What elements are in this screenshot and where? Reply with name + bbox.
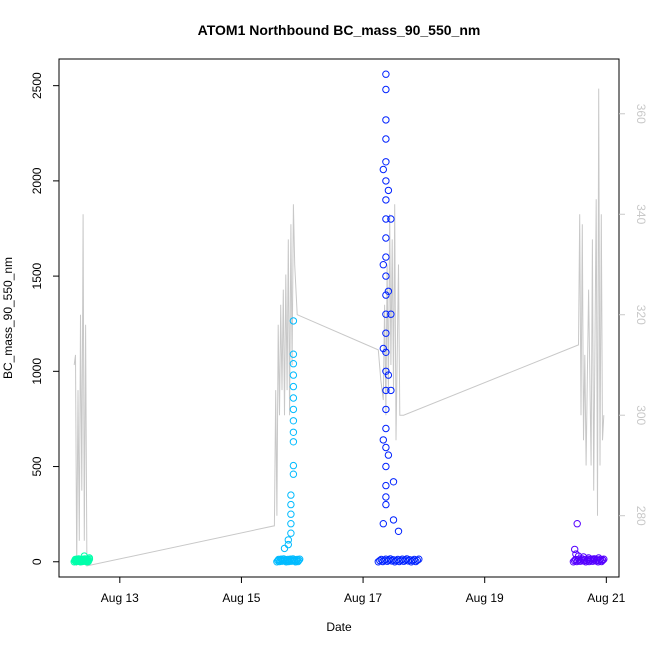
data-point	[574, 552, 583, 560]
data-point	[382, 291, 390, 299]
data-point	[415, 555, 423, 563]
plot-frame	[58, 58, 620, 578]
data-point	[287, 510, 295, 518]
data-point	[382, 462, 390, 471]
data-point	[287, 491, 295, 499]
data-point	[382, 158, 390, 166]
data-point	[287, 520, 295, 528]
data-point	[289, 461, 298, 470]
data-point	[384, 186, 393, 195]
y2-tick-label: 320	[634, 305, 648, 325]
y-tick-label: 0	[30, 558, 44, 565]
data-point	[590, 555, 598, 563]
data-point	[382, 367, 390, 375]
data-point	[280, 544, 289, 553]
data-point	[379, 165, 387, 174]
data-point	[387, 386, 395, 395]
plot-area	[70, 70, 608, 567]
data-point	[296, 555, 304, 563]
data-point	[595, 554, 603, 562]
data-point	[573, 520, 581, 528]
data-point	[384, 371, 393, 379]
data-point	[289, 394, 298, 402]
x-tick-label: Aug 19	[466, 591, 504, 605]
y2-tick-label: 340	[634, 204, 648, 224]
y-axis-label: BC_mass_90_550_nm	[1, 257, 15, 379]
data-point	[294, 557, 302, 566]
data-point	[382, 253, 390, 261]
data-point	[579, 553, 588, 561]
y2-tick-label: 360	[634, 104, 648, 124]
data-point	[382, 177, 390, 185]
data-point	[382, 481, 390, 490]
y-tick-label: 2500	[30, 72, 44, 99]
data-point	[289, 470, 298, 478]
data-point	[382, 405, 390, 414]
data-point	[382, 215, 390, 223]
data-point	[584, 554, 593, 562]
data-point	[379, 261, 387, 269]
data-point	[394, 527, 403, 535]
y2-tick-label: 280	[634, 506, 648, 526]
data-point	[382, 329, 390, 337]
data-point	[382, 310, 390, 318]
data-point	[382, 70, 390, 78]
data-point	[571, 545, 579, 554]
data-point	[287, 500, 295, 509]
data-point	[389, 516, 398, 524]
data-point	[410, 555, 418, 564]
data-point	[598, 556, 607, 564]
y-tick-label: 2000	[30, 167, 44, 194]
data-point	[389, 478, 398, 486]
data-point	[382, 493, 390, 501]
data-point	[85, 554, 94, 562]
x-tick-label: Aug 13	[101, 591, 139, 605]
data-point	[382, 196, 390, 204]
data-point	[295, 556, 303, 564]
data-point	[289, 405, 298, 414]
data-point	[382, 424, 390, 433]
data-point	[289, 317, 298, 325]
data-point	[382, 135, 390, 143]
data-point	[379, 436, 387, 444]
x-tick-label: Aug 15	[222, 591, 260, 605]
data-point	[289, 417, 298, 425]
data-point	[413, 556, 421, 564]
y-tick-label: 500	[30, 456, 44, 476]
data-point	[284, 536, 292, 544]
data-point	[382, 386, 390, 395]
data-point	[382, 348, 390, 356]
data-point	[382, 85, 390, 94]
y2-tick-label: 300	[634, 405, 648, 425]
data-point	[289, 382, 298, 391]
data-point	[287, 529, 295, 537]
data-point	[382, 272, 390, 280]
data-point	[289, 360, 298, 368]
data-point	[379, 344, 387, 353]
data-point	[289, 438, 298, 446]
data-point	[382, 116, 390, 124]
x-tick-label: Aug 17	[344, 591, 382, 605]
x-axis-label: Date	[326, 620, 352, 634]
data-point	[387, 310, 395, 318]
data-point	[289, 350, 298, 358]
data-point	[387, 215, 395, 223]
data-point	[379, 520, 387, 528]
secondary-series-line	[73, 88, 605, 567]
y-tick-label: 1500	[30, 262, 44, 289]
data-point	[382, 443, 390, 452]
data-point	[289, 428, 298, 436]
chart-title: ATOM1 Northbound BC_mass_90_550_nm	[198, 22, 481, 38]
data-point	[289, 371, 298, 379]
data-point	[384, 287, 393, 295]
data-point	[384, 451, 393, 459]
data-point	[382, 500, 390, 509]
x-tick-label: Aug 21	[587, 591, 625, 605]
data-point	[284, 540, 292, 549]
data-point	[382, 234, 390, 242]
y-tick-label: 1000	[30, 358, 44, 385]
